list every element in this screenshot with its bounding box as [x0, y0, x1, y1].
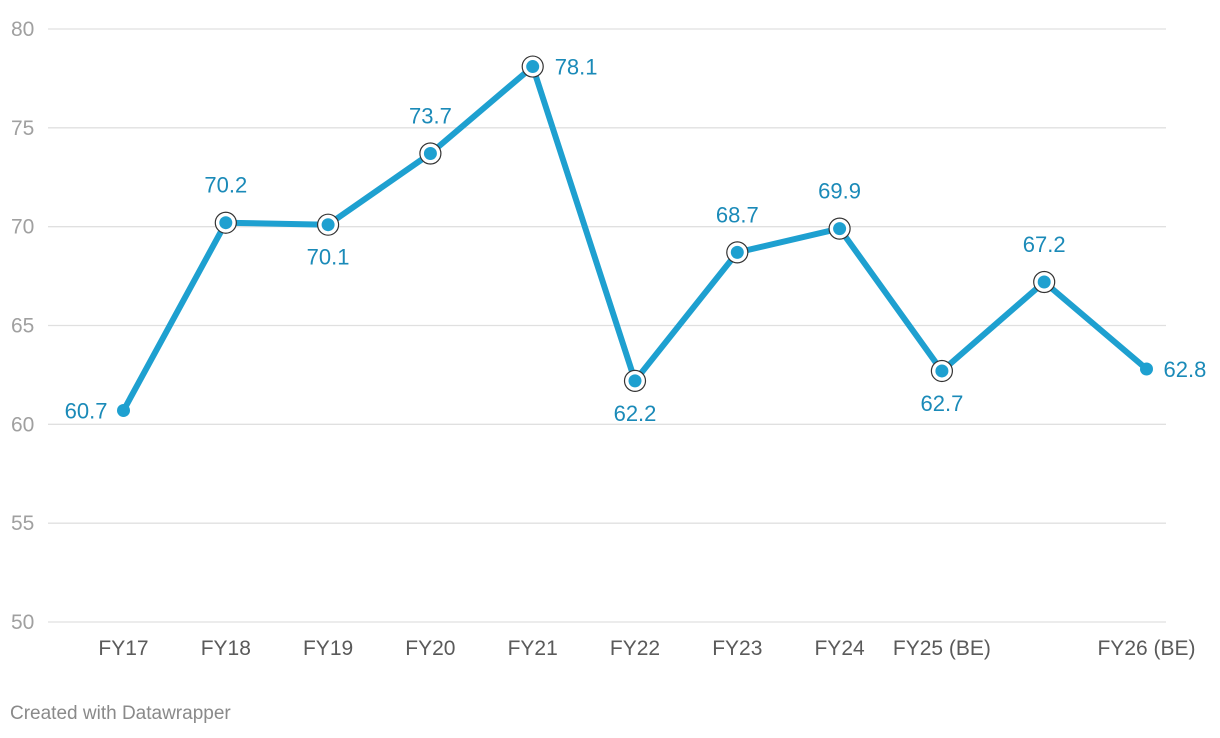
- data-label-9: 67.2: [1023, 232, 1066, 257]
- data-point-dot-10: [1140, 362, 1153, 376]
- data-point-dot-5: [628, 374, 642, 388]
- data-label-7: 69.9: [818, 179, 861, 204]
- data-label-4: 78.1: [555, 55, 598, 80]
- data-point-dot-9: [1037, 275, 1051, 289]
- credit-text: Created with Datawrapper: [10, 703, 231, 724]
- data-point-7: [828, 217, 851, 240]
- data-point-dot-8: [935, 364, 949, 378]
- y-tick-label-55: 55: [11, 512, 34, 535]
- data-point-1: [214, 211, 237, 234]
- x-tick-label-3: FY20: [405, 637, 455, 660]
- data-point-10: [1140, 362, 1153, 376]
- data-label-6: 68.7: [716, 202, 759, 227]
- data-point-4: [521, 55, 544, 78]
- data-point-5: [623, 369, 647, 392]
- y-tick-label-75: 75: [11, 117, 34, 140]
- data-label-2: 70.1: [307, 245, 350, 270]
- y-tick-label-70: 70: [11, 216, 34, 239]
- data-point-dot-0: [117, 403, 130, 417]
- data-point-dot-3: [423, 147, 437, 161]
- data-markers: [117, 55, 1153, 417]
- data-label-0: 60.7: [65, 398, 108, 423]
- data-point-3: [419, 142, 442, 165]
- y-tick-label-60: 60: [11, 413, 34, 436]
- x-tick-label-10: FY26 (BE): [1097, 637, 1195, 660]
- x-tick-label-2: FY19: [303, 637, 353, 660]
- y-tick-label-80: 80: [11, 18, 34, 41]
- series-line: [120, 63, 1150, 414]
- data-label-3: 73.7: [409, 104, 452, 129]
- data-label-1: 70.2: [204, 173, 247, 198]
- x-tick-label-8: FY25 (BE): [893, 637, 991, 660]
- x-tick-label-6: FY23: [712, 637, 762, 660]
- data-point-2: [317, 213, 340, 236]
- data-point-dot-1: [219, 216, 233, 230]
- data-point-dot-2: [321, 218, 335, 232]
- data-point-dot-7: [833, 222, 847, 236]
- x-tick-label-4: FY21: [508, 637, 558, 660]
- x-tick-label-0: FY17: [98, 637, 148, 660]
- x-tick-label-5: FY22: [610, 637, 660, 660]
- y-tick-label-50: 50: [11, 611, 34, 634]
- x-axis-ticks: FY17 FY18 FY19 FY20 FY21 FY22 FY23 FY24 FY25 (BE…: [98, 637, 1195, 660]
- data-labels: 60.7 70.2 70.1 73.7 78.1 62.2 68.7 69.9 62.7 67.2…: [65, 55, 1207, 426]
- data-label-10: 62.8: [1164, 357, 1207, 382]
- data-point-8: [930, 359, 954, 383]
- x-tick-label-7: FY24: [814, 637, 865, 660]
- x-tick-label-1: FY18: [201, 637, 251, 660]
- data-label-5: 62.2: [614, 401, 657, 426]
- data-point-dot-6: [730, 245, 744, 259]
- data-point-9: [1033, 270, 1056, 294]
- data-point-6: [726, 241, 749, 264]
- y-tick-label-65: 65: [11, 315, 34, 338]
- series-polyline: [120, 63, 1150, 414]
- data-point-0: [117, 403, 130, 417]
- data-point-dot-4: [526, 60, 540, 74]
- y-axis-ticks: 50 55 60 65 70 75 80: [11, 18, 34, 634]
- data-label-8: 62.7: [920, 391, 963, 416]
